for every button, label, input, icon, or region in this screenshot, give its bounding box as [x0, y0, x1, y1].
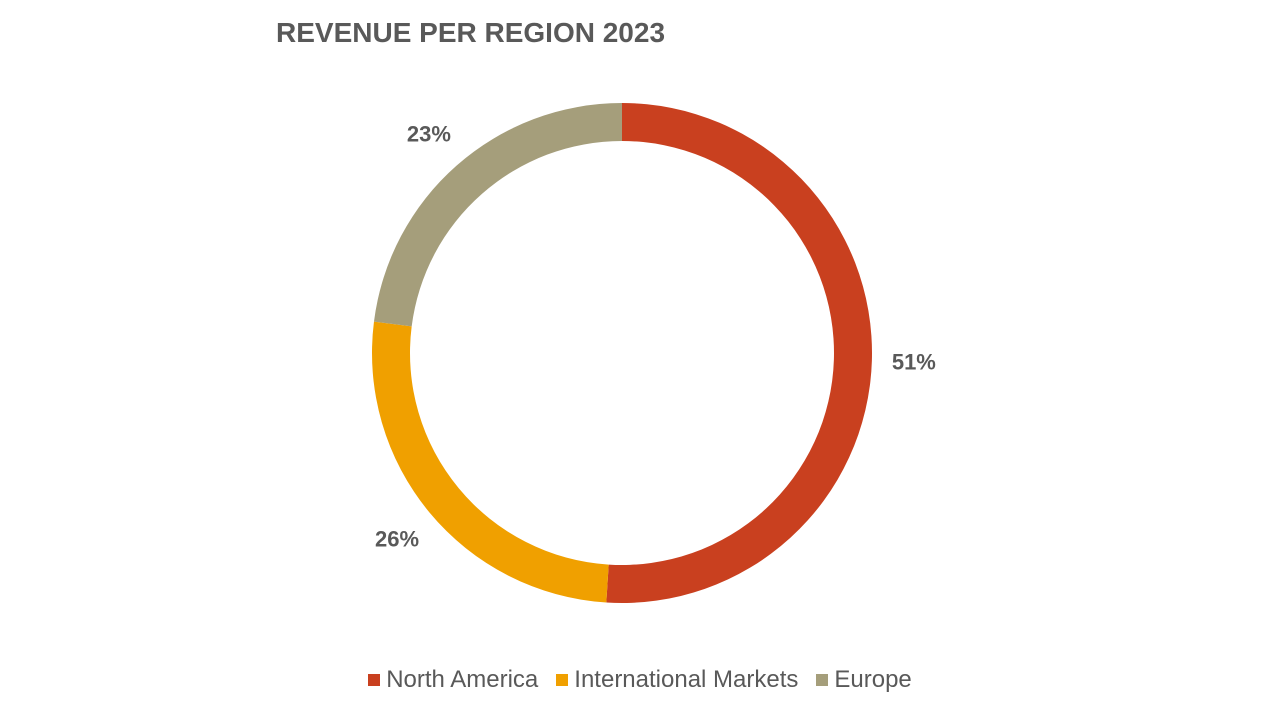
- slice-europe: [373, 103, 622, 327]
- legend-swatch: [816, 674, 829, 686]
- data-label-international-markets: 26%: [375, 527, 419, 552]
- legend-item-north-america: North America: [368, 664, 538, 696]
- legend-label: International Markets: [574, 666, 799, 693]
- donut-slices: [372, 103, 873, 603]
- slice-international-markets: [372, 321, 609, 603]
- data-label-north-america: 51%: [892, 350, 936, 375]
- legend-label: North America: [386, 666, 539, 693]
- legend-label: Europe: [834, 666, 912, 693]
- donut-data-labels: 51% 26% 23%: [375, 121, 936, 551]
- legend-swatch: [368, 674, 381, 686]
- slice-north-america: [606, 103, 873, 603]
- chart-legend: North America International Markets Europe: [0, 664, 1280, 696]
- legend-swatch: [556, 674, 569, 686]
- data-label-europe: 23%: [407, 121, 451, 146]
- legend-item-europe: Europe: [816, 664, 912, 696]
- chart-title: REVENUE PER REGION 2023: [276, 17, 666, 48]
- legend-item-international-markets: International Markets: [556, 664, 798, 696]
